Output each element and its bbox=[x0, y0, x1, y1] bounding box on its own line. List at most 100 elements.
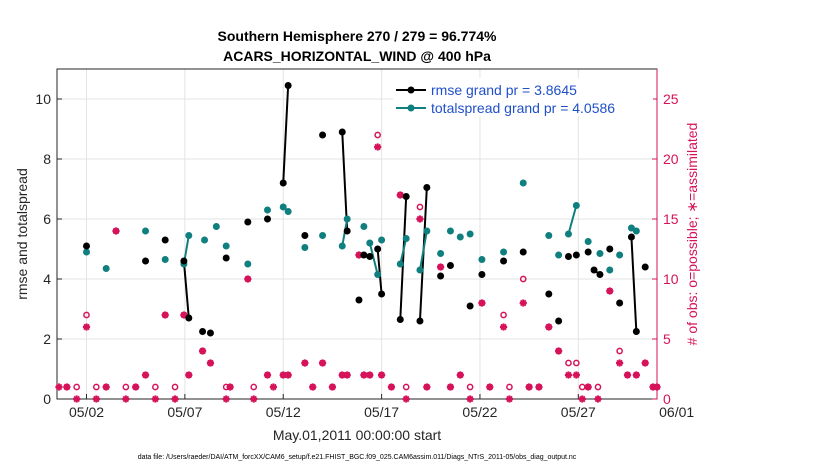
rmse-point bbox=[572, 251, 580, 259]
legend-spread-label: totalspread grand pr = 4.0586 bbox=[431, 100, 615, 116]
obs-assimilated-stroke bbox=[279, 371, 287, 379]
obs-assimilated-point bbox=[525, 383, 533, 391]
obs-assimilated-point bbox=[446, 383, 455, 391]
obs-assimilated-stroke bbox=[641, 359, 649, 367]
obs-assimilated-stroke bbox=[102, 383, 110, 391]
rmse-point bbox=[263, 215, 271, 223]
y-tick-label-left: 4 bbox=[43, 271, 51, 287]
obs-assimilated-stroke bbox=[616, 359, 623, 367]
rmse-point bbox=[596, 271, 604, 278]
obs-possible-point bbox=[565, 359, 572, 367]
footer-note: data file: /Users/raeder/DAI/ATM_forcXX/… bbox=[138, 454, 577, 461]
obs-assimilated-stroke bbox=[284, 371, 292, 379]
chart-subtitle: ACARS_HORIZONTAL_WIND @ 400 hPa bbox=[223, 48, 491, 64]
obs-assimilated-stroke bbox=[93, 395, 100, 403]
obs-assimilated-stroke bbox=[171, 395, 179, 403]
legend-spread-marker bbox=[407, 104, 415, 112]
obs-assimilated-stroke bbox=[270, 383, 277, 391]
obs-assimilated-point bbox=[572, 371, 580, 379]
obs-assimilated-point bbox=[151, 395, 159, 403]
obs-assimilated-point bbox=[92, 395, 100, 403]
obs-assimilated-point bbox=[263, 371, 272, 379]
obs-assimilated-point bbox=[244, 275, 252, 283]
marks-layer bbox=[55, 82, 661, 403]
obs-assimilated-stroke bbox=[500, 323, 507, 331]
legend-box bbox=[393, 78, 653, 116]
spread-point bbox=[596, 250, 604, 257]
spread-point bbox=[212, 223, 220, 230]
spread-segment bbox=[567, 205, 578, 235]
obs-assimilated-point bbox=[377, 371, 386, 379]
obs-possible-point bbox=[416, 203, 424, 211]
rmse-point bbox=[519, 248, 527, 256]
obs-assimilated-point bbox=[73, 395, 81, 403]
obs-assimilated-stroke bbox=[624, 371, 631, 379]
obs-assimilated-stroke bbox=[578, 395, 586, 403]
spread-point bbox=[338, 242, 346, 250]
obs-assimilated-stroke bbox=[555, 347, 562, 355]
x-tick-label: 06/01 bbox=[659, 404, 694, 420]
obs-assimilated-point bbox=[416, 215, 424, 223]
obs-assimilated-stroke bbox=[161, 311, 169, 319]
obs-assimilated-point bbox=[456, 371, 464, 379]
y-tick-label-left: 8 bbox=[43, 151, 51, 167]
obs-assimilated-point bbox=[423, 383, 431, 391]
obs-assimilated-stroke bbox=[437, 263, 444, 271]
spread-point bbox=[263, 206, 271, 214]
spread-point bbox=[584, 238, 592, 245]
obs-assimilated-stroke bbox=[545, 323, 553, 331]
rmse-point bbox=[545, 290, 553, 298]
ticks-layer: 05/02 05/07 05/12 05/17 05/22 05/27 06/0102468… bbox=[35, 69, 694, 420]
rmse-point bbox=[584, 248, 592, 256]
y-tick-label-left: 2 bbox=[43, 331, 51, 347]
spread-point bbox=[301, 244, 309, 251]
spread-point bbox=[161, 256, 169, 263]
obs-assimilated-stroke bbox=[222, 395, 230, 403]
rmse-point bbox=[199, 328, 207, 335]
obs-assimilated-point bbox=[198, 347, 207, 355]
rmse-segment bbox=[376, 248, 383, 295]
obs-assimilated-stroke bbox=[573, 371, 580, 379]
spread-point bbox=[466, 230, 474, 238]
obs-assimilated-stroke bbox=[185, 371, 193, 379]
rmse-point bbox=[366, 253, 374, 260]
spread-point bbox=[545, 232, 553, 239]
rmse-segment bbox=[399, 196, 408, 320]
obs-assimilated-point bbox=[171, 395, 179, 403]
obs-assimilated-point bbox=[180, 311, 188, 319]
obs-possible-point bbox=[519, 275, 527, 283]
obs-assimilated-stroke bbox=[244, 275, 252, 283]
obs-assimilated-point bbox=[486, 383, 494, 391]
obs-assimilated-point bbox=[437, 263, 445, 271]
y-tick-label-left: 0 bbox=[43, 391, 51, 407]
rmse-point bbox=[606, 245, 614, 253]
obs-assimilated-point bbox=[505, 395, 514, 403]
rmse-point bbox=[555, 317, 563, 325]
rmse-segment bbox=[282, 85, 290, 184]
obs-assimilated-stroke bbox=[83, 323, 90, 331]
obs-assimilated-point bbox=[141, 371, 150, 379]
rmse-point bbox=[478, 271, 486, 278]
obs-assimilated-stroke bbox=[63, 383, 71, 391]
x-tick-label: 05/02 bbox=[69, 404, 104, 420]
obs-assimilated-point bbox=[309, 383, 317, 391]
rmse-point bbox=[355, 296, 363, 304]
x-tick-label: 05/22 bbox=[462, 404, 497, 420]
spread-point bbox=[416, 266, 424, 274]
obs-possible-point bbox=[500, 311, 507, 319]
obs-assimilated-point bbox=[478, 299, 486, 307]
chart-title: Southern Hemisphere 270 / 279 = 96.774% bbox=[218, 28, 498, 44]
spread-point bbox=[366, 239, 374, 247]
obs-assimilated-point bbox=[632, 371, 640, 379]
obs-assimilated-point bbox=[545, 323, 553, 331]
obs-possible-point bbox=[594, 383, 602, 391]
obs-assimilated-stroke bbox=[565, 371, 572, 379]
spread-point bbox=[632, 227, 640, 235]
spread-segment bbox=[399, 238, 408, 265]
obs-assimilated-stroke bbox=[180, 311, 188, 319]
obs-assimilated-stroke bbox=[301, 359, 309, 367]
rmse-point bbox=[616, 299, 624, 307]
obs-assimilated-stroke bbox=[142, 371, 149, 379]
obs-possible-point bbox=[73, 383, 81, 391]
obs-assimilated-point bbox=[222, 395, 230, 403]
